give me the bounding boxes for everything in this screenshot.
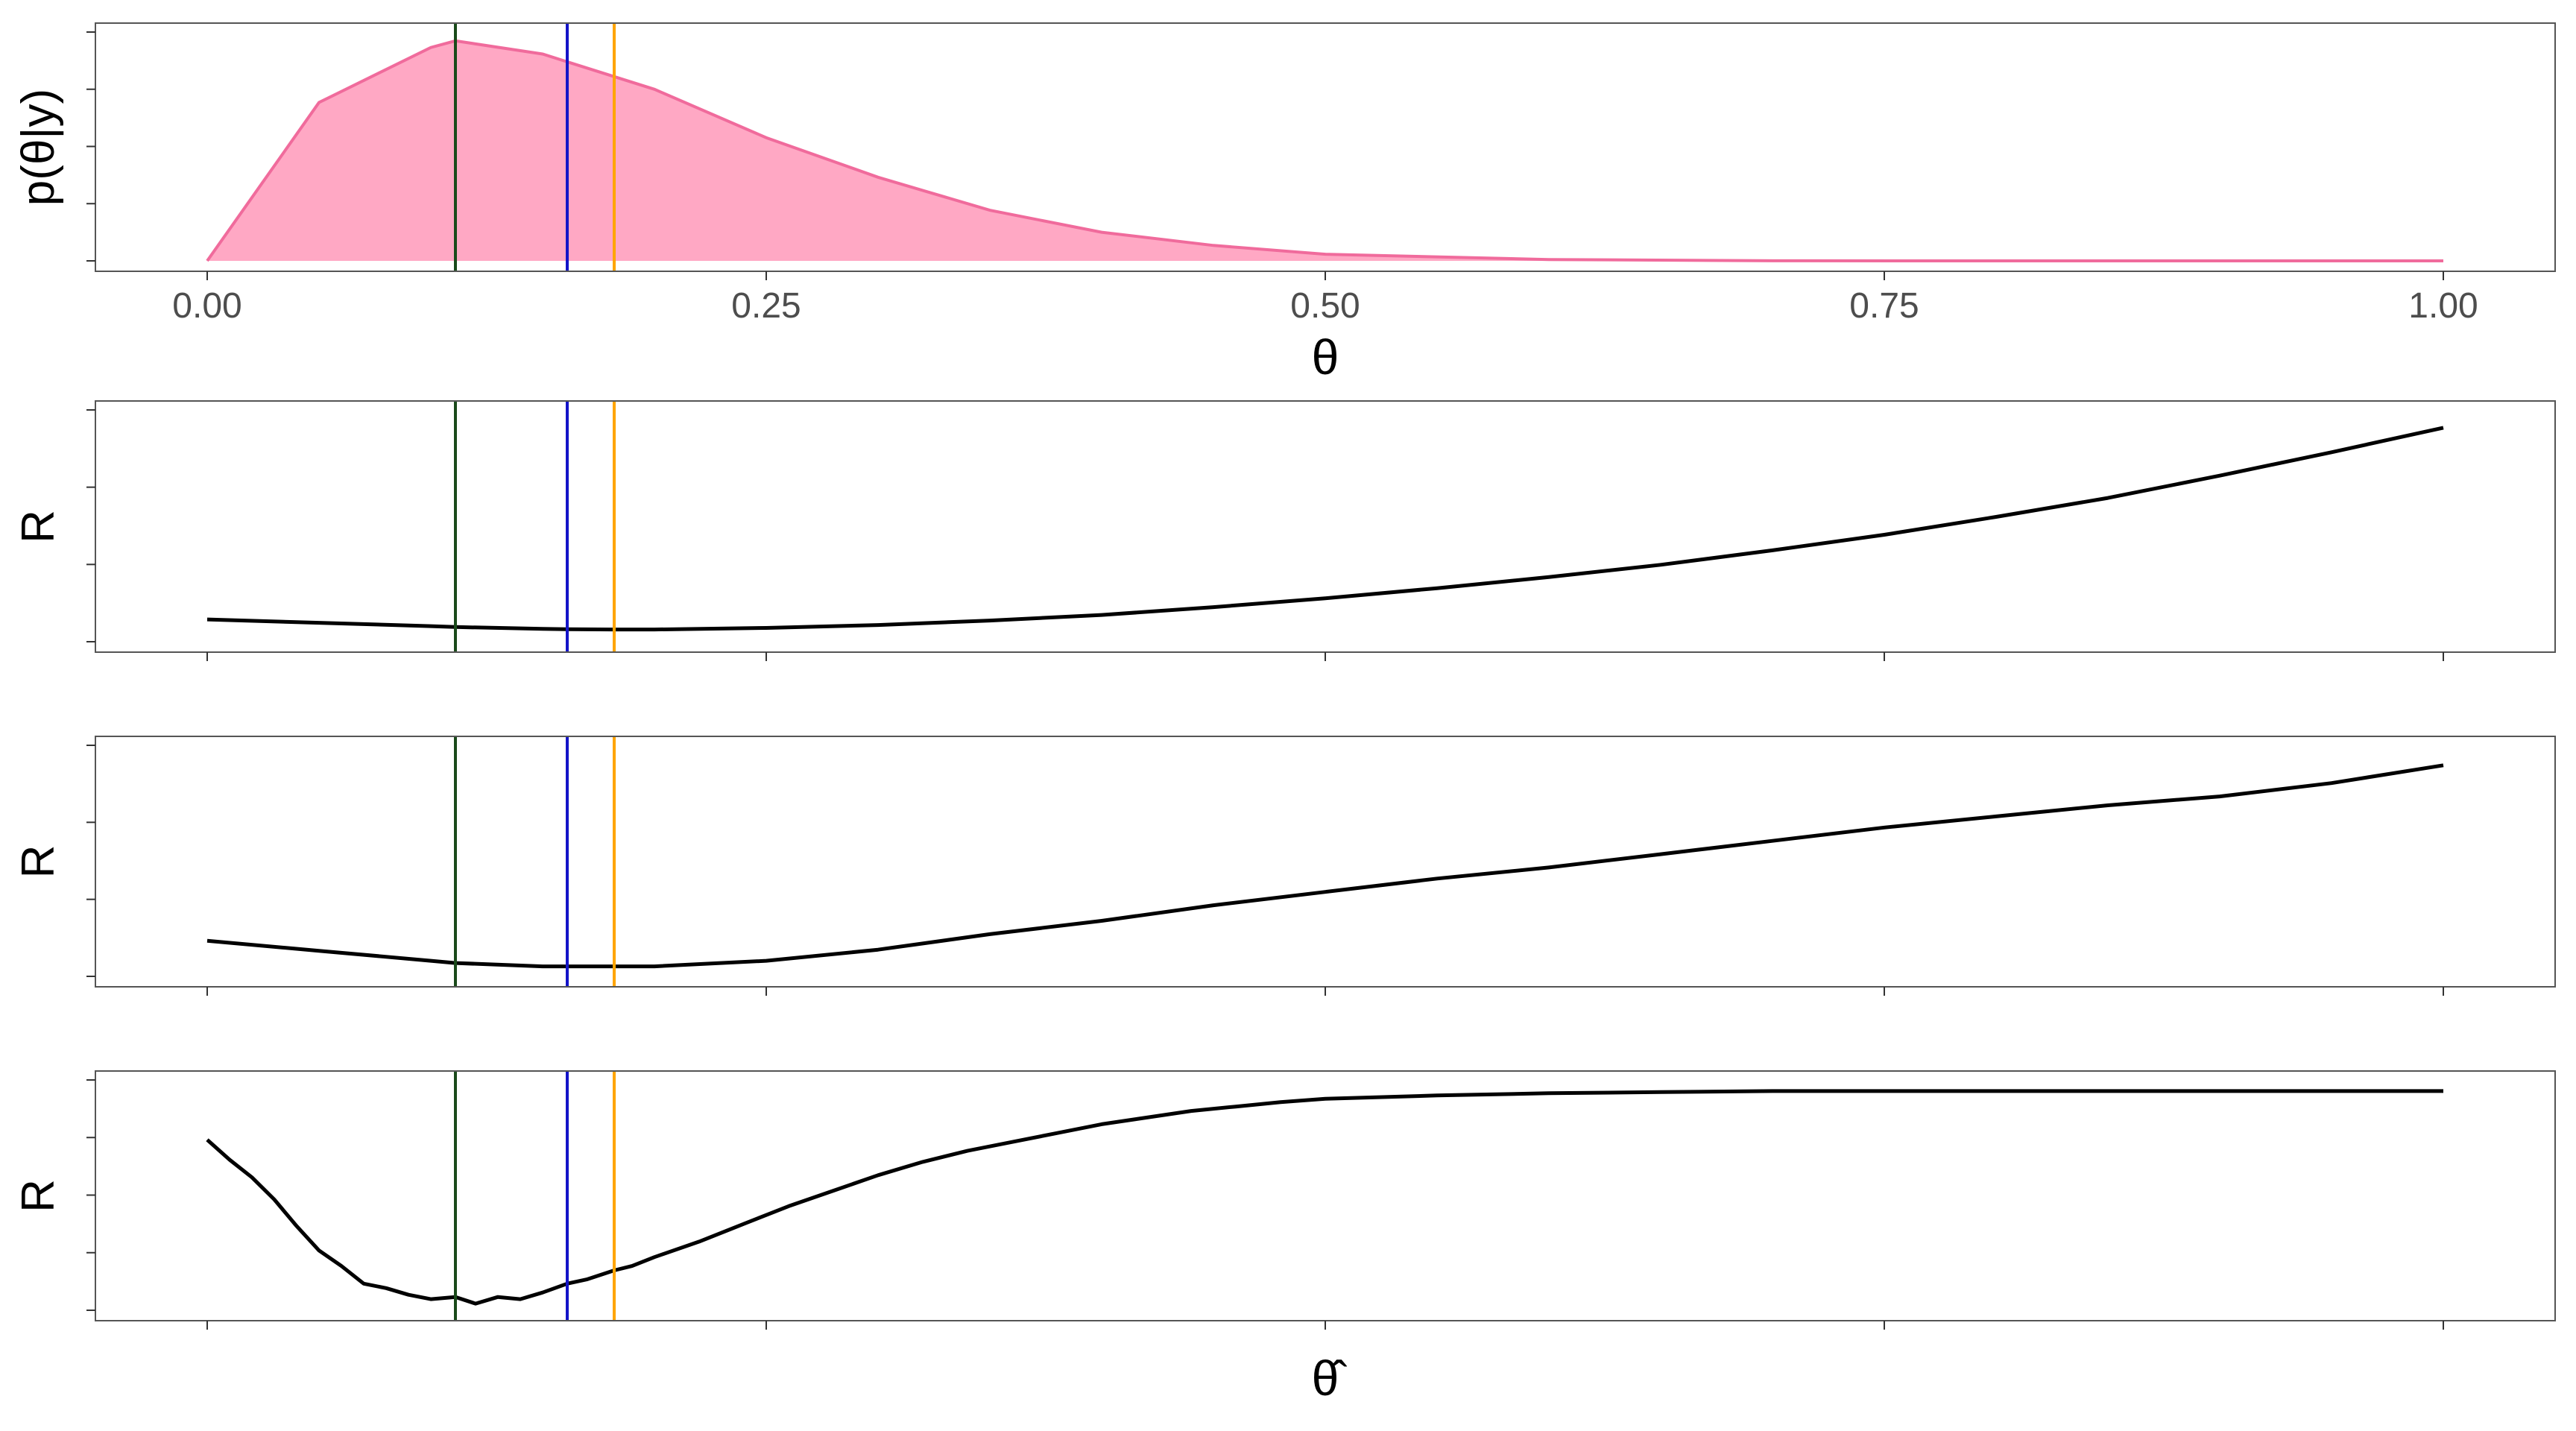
risk-line [206,1089,2443,1306]
risk-line [206,426,2444,632]
panel-border [95,1070,2556,1321]
y-axis-label: R [13,1179,64,1213]
panel-posterior: 0.00 0.25 0.50 0.75 1.00 p(θ|y) θ [13,22,2556,385]
y-axis-label: R [13,845,64,879]
panel-border [95,400,2556,653]
panel-risk-3: Rθ̂ [13,1070,2556,1406]
x-tick-label: 0.25 [731,286,801,326]
panel-risk-2: R [13,736,2556,996]
x-tick-label: 0.50 [1290,286,1360,326]
y-axis-label: p(θ|y) [13,89,64,206]
panel-border [95,736,2556,988]
x-axis-label: θ̂ [1312,1351,1348,1406]
x-tick-label: 0.75 [1849,286,1919,326]
x-axis-label: θ [1312,329,1339,385]
density-line [206,39,2443,262]
risk-line [206,763,2444,969]
panel-risk-1: R [13,400,2556,661]
density-area [207,40,2443,262]
x-tick-label: 1.00 [2408,286,2478,326]
x-tick-label: 0.00 [172,286,242,326]
y-axis-label: R [13,510,64,543]
